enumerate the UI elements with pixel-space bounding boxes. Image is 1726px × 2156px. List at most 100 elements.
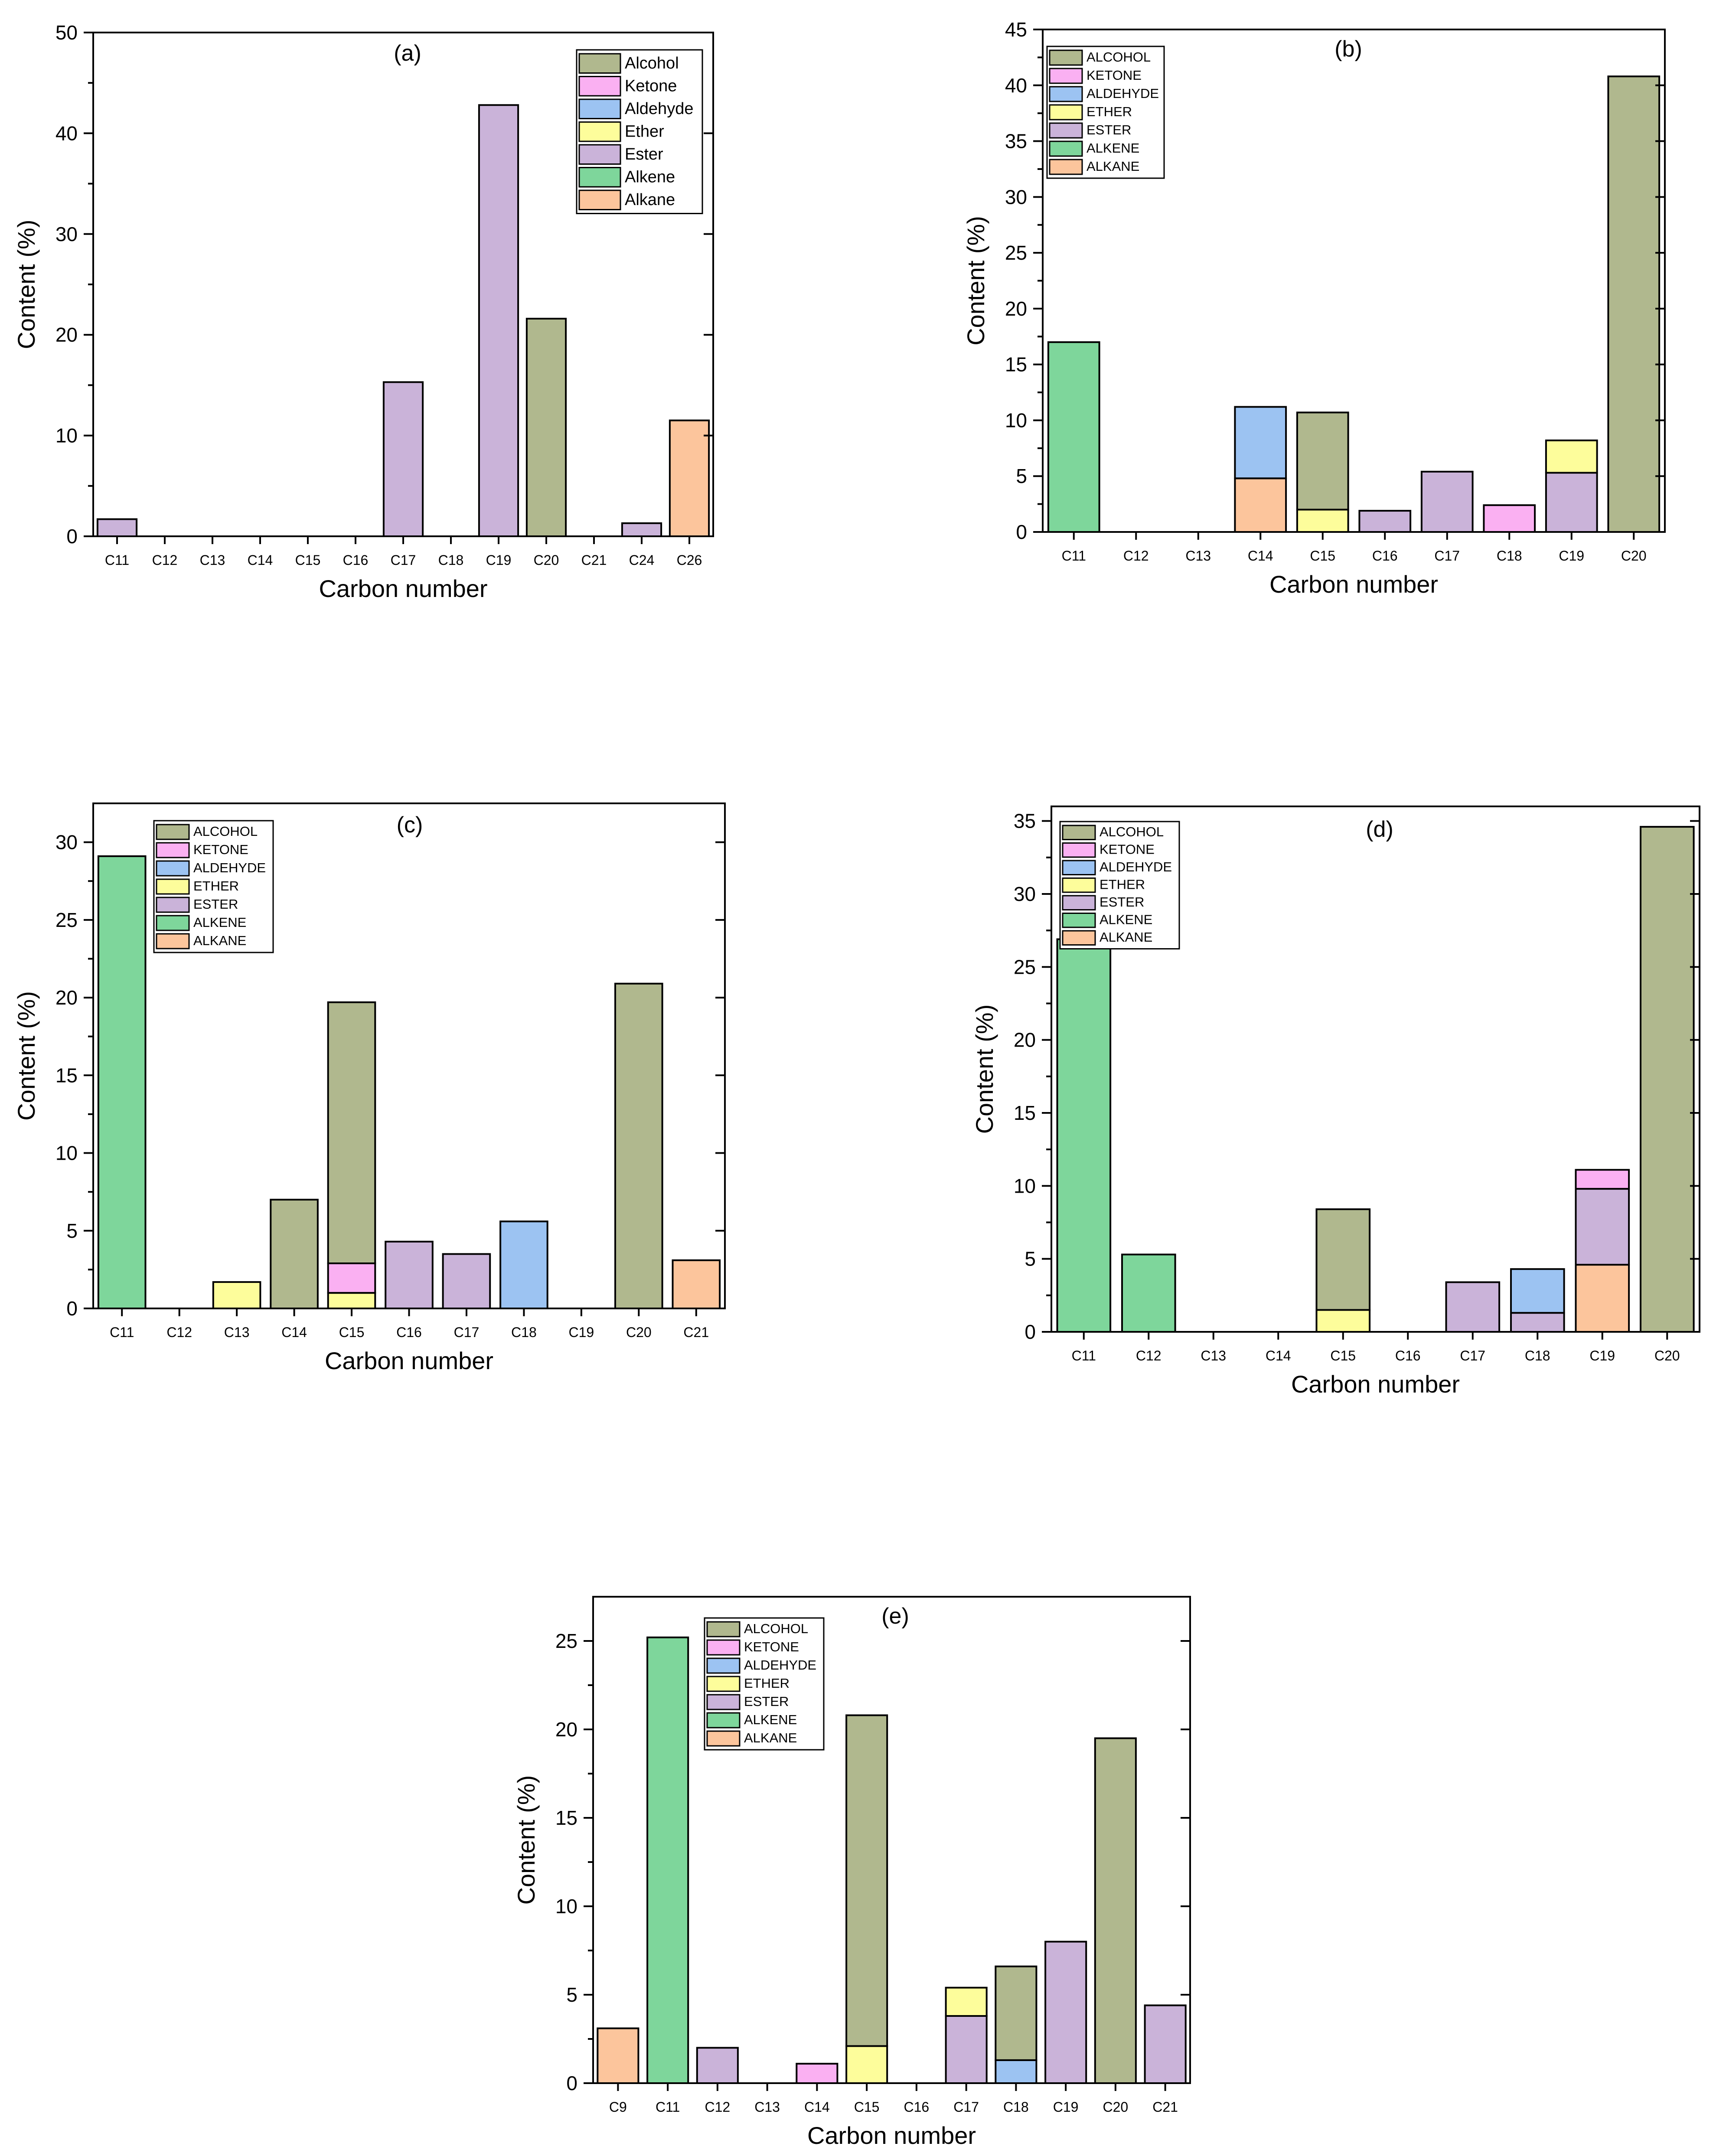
x-tick-label: C15 xyxy=(339,1324,365,1340)
legend-swatch-alkane xyxy=(156,933,190,949)
panel-label: (b) xyxy=(1334,36,1362,62)
x-tick-label: C15 xyxy=(295,552,321,568)
legend-swatch-ester xyxy=(578,144,621,165)
legend-swatch-ether xyxy=(578,121,621,142)
bar-C14-alkane xyxy=(1234,477,1287,533)
legend-swatch-alkene xyxy=(156,915,190,931)
legend-label-aldehyde: ALDEHYDE xyxy=(1086,86,1159,101)
y-tick-label: 10 xyxy=(55,424,78,447)
y-tick-label: 30 xyxy=(55,831,78,854)
x-tick-label: C20 xyxy=(626,1324,652,1340)
bar-C21-alkane xyxy=(672,1259,721,1309)
x-tick-label: C11 xyxy=(1072,1348,1096,1363)
bar-C20-alcohol xyxy=(1640,826,1695,1333)
x-tick-label: C19 xyxy=(486,552,512,568)
legend-swatch-alkane xyxy=(1062,930,1096,946)
bar-C18-aldehyde xyxy=(499,1220,548,1310)
x-tick-label: C19 xyxy=(1053,2099,1079,2115)
bar-C14-alcohol xyxy=(270,1199,319,1310)
bar-C13-ether xyxy=(212,1281,261,1310)
x-tick-label: C16 xyxy=(343,552,369,568)
legend-label-ether: ETHER xyxy=(1100,877,1145,892)
x-axis: C11 C12 C13 C14 C15 C16 C17 C18 C19 C20 C21 xyxy=(110,1308,709,1340)
y-tick-label: 20 xyxy=(55,986,78,1009)
bar-C16-ester xyxy=(385,1240,434,1309)
legend: Alcohol Ketone Aldehyde Ether Ester Alkene Alk… xyxy=(576,49,703,214)
y-tick-label: 5 xyxy=(1025,1248,1036,1270)
legend-swatch-alkene xyxy=(1062,913,1096,928)
bar-C18-ester xyxy=(1510,1312,1565,1333)
bar-C19-ester xyxy=(1545,472,1598,533)
x-tick-label: C15 xyxy=(1330,1348,1356,1363)
legend-swatch-ester xyxy=(706,1694,741,1710)
legend-label-alkene: ALKENE xyxy=(1086,140,1139,156)
legend-label-alcohol: ALCOHOL xyxy=(1100,824,1164,839)
legend-label-ester: ESTER xyxy=(744,1694,789,1709)
legend-label-ketone: KETONE xyxy=(1100,842,1155,857)
y-tick-label: 25 xyxy=(555,1630,578,1652)
legend-label-alcohol: ALCOHOL xyxy=(193,824,258,839)
bar-C21-ester xyxy=(1144,2004,1187,2084)
x-tick-label: C18 xyxy=(1525,1348,1550,1363)
bar-C19-ester xyxy=(1575,1188,1630,1266)
bar-C17-ester xyxy=(382,381,424,538)
legend-swatch-ether xyxy=(706,1676,741,1692)
x-tick-label: C14 xyxy=(281,1324,307,1340)
legend-swatch-alcohol xyxy=(1062,825,1096,840)
y-tick-label: 5 xyxy=(1016,465,1027,487)
bar-C15-alcohol xyxy=(327,1001,376,1265)
x-tick-label: C12 xyxy=(152,552,178,568)
axes-frame xyxy=(1051,806,1700,1333)
bar-C20-alcohol xyxy=(614,982,663,1310)
bars xyxy=(1056,826,1695,1333)
x-tick-label: C21 xyxy=(581,552,607,568)
legend-swatch-ether xyxy=(1049,104,1083,121)
legend-swatch-ether xyxy=(156,878,190,895)
y-tick-label: 20 xyxy=(55,323,78,346)
x-tick-label: C11 xyxy=(656,2099,680,2115)
x-tick-label: C13 xyxy=(200,552,225,568)
x-tick-label: C16 xyxy=(396,1324,422,1340)
x-tick-label: C13 xyxy=(224,1324,250,1340)
legend-label-alkene: ALKENE xyxy=(193,915,246,930)
x-tick-label: C13 xyxy=(754,2099,780,2115)
bar-C17-ester xyxy=(1420,470,1474,533)
x-tick-label: C14 xyxy=(1266,1348,1291,1363)
legend-label-aldehyde: ALDEHYDE xyxy=(193,860,266,875)
legend-label-aldehyde: ALDEHYDE xyxy=(744,1657,816,1673)
bar-C19-ketone xyxy=(1575,1169,1630,1190)
x-tick-label: C12 xyxy=(166,1324,192,1340)
panel-label: (a) xyxy=(394,41,421,66)
legend: ALCOHOL KETONE ALDEHYDE ETHER ESTER ALKENE ALK… xyxy=(153,820,274,953)
bar-C19-ether xyxy=(1545,439,1598,474)
legend: ALCOHOL KETONE ALDEHYDE ETHER ESTER ALKENE ALK… xyxy=(704,1617,825,1751)
bar-C20-alcohol xyxy=(1607,75,1661,533)
bar-C14-ketone xyxy=(796,2063,839,2084)
x-tick-label: C12 xyxy=(705,2099,731,2115)
bar-C20-alcohol xyxy=(1094,1737,1137,2084)
bars xyxy=(97,855,721,1310)
legend-swatch-alkane xyxy=(1049,159,1083,175)
y-tick-label: 0 xyxy=(566,2072,578,2094)
legend-label-ketone: Ketone xyxy=(625,77,677,95)
y-tick-label: 0 xyxy=(1016,521,1027,543)
legend-swatch-alcohol xyxy=(1049,49,1083,66)
bar-C15-ether xyxy=(1296,509,1349,533)
legend-label-alkene: ALKENE xyxy=(1100,912,1152,927)
legend-swatch-alkane xyxy=(578,189,621,210)
x-tick-label: C9 xyxy=(609,2099,627,2115)
y-axis: 0 5 10 15 20 25 30 xyxy=(55,831,725,1320)
legend-swatch-aldehyde xyxy=(156,860,190,877)
bar-C18-aldehyde xyxy=(1510,1268,1565,1314)
bar-C9-alkane xyxy=(597,2027,640,2084)
x-tick-label: C20 xyxy=(1654,1348,1680,1363)
chart-panel-a: 0 10 20 30 40 50 C11 C12 C13 C14 C15 C16 C17 C18 C19 C2… xyxy=(13,21,714,602)
y-axis-title: Content (%) xyxy=(971,1005,998,1134)
bar-C18-aldehyde xyxy=(995,2059,1038,2084)
x-tick-label: C19 xyxy=(569,1324,594,1340)
legend-label-alkane: ALKANE xyxy=(1100,930,1152,945)
